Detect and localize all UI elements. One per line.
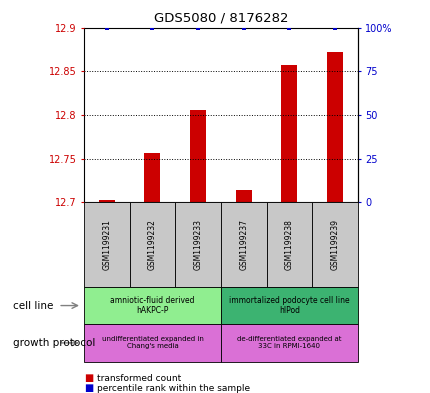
FancyBboxPatch shape	[220, 324, 357, 362]
Text: GSM1199237: GSM1199237	[239, 219, 248, 270]
Text: GSM1199239: GSM1199239	[330, 219, 339, 270]
Text: ■: ■	[84, 383, 93, 393]
Text: GSM1199232: GSM1199232	[147, 219, 157, 270]
Text: GSM1199233: GSM1199233	[193, 219, 202, 270]
Bar	[190, 110, 206, 202]
FancyBboxPatch shape	[266, 202, 311, 287]
Bar	[144, 152, 160, 202]
FancyBboxPatch shape	[220, 202, 266, 287]
FancyBboxPatch shape	[311, 202, 357, 287]
Text: GSM1199238: GSM1199238	[284, 219, 293, 270]
FancyBboxPatch shape	[84, 202, 129, 287]
Text: GSM1199231: GSM1199231	[102, 219, 111, 270]
FancyBboxPatch shape	[220, 287, 357, 324]
Bar	[326, 52, 342, 202]
Text: undifferentiated expanded in
Chang's media: undifferentiated expanded in Chang's med…	[101, 336, 203, 349]
Text: cell line: cell line	[13, 301, 53, 310]
Text: de-differentiated expanded at
33C in RPMI-1640: de-differentiated expanded at 33C in RPM…	[237, 336, 341, 349]
FancyBboxPatch shape	[84, 324, 220, 362]
Text: percentile rank within the sample: percentile rank within the sample	[97, 384, 249, 393]
Text: transformed count: transformed count	[97, 374, 181, 382]
Bar	[235, 190, 251, 202]
Bar	[281, 65, 297, 202]
Text: growth protocol: growth protocol	[13, 338, 95, 348]
Title: GDS5080 / 8176282: GDS5080 / 8176282	[153, 12, 288, 25]
Text: ■: ■	[84, 373, 93, 383]
Text: immortalized podocyte cell line
hIPod: immortalized podocyte cell line hIPod	[228, 296, 349, 315]
Text: amniotic-fluid derived
hAKPC-P: amniotic-fluid derived hAKPC-P	[110, 296, 194, 315]
FancyBboxPatch shape	[129, 202, 175, 287]
Bar	[98, 200, 114, 202]
FancyBboxPatch shape	[175, 202, 220, 287]
FancyBboxPatch shape	[84, 287, 220, 324]
